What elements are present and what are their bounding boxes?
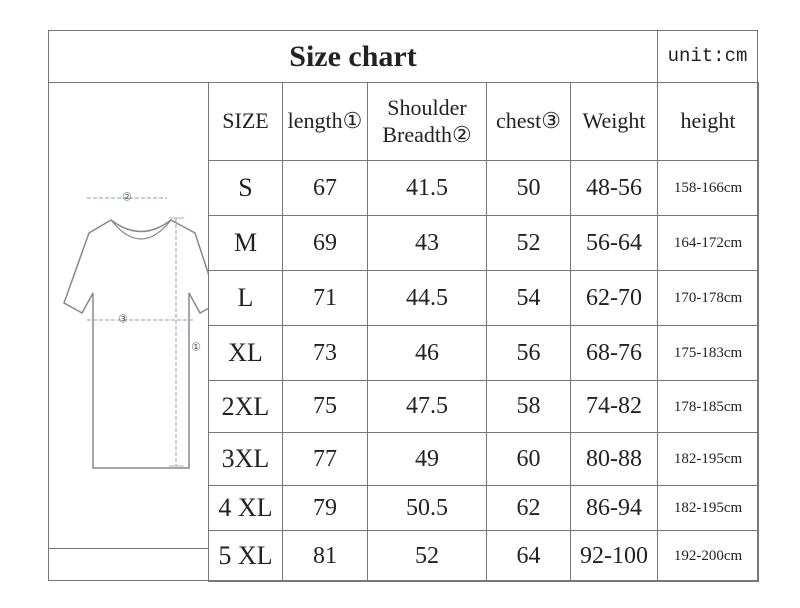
table-cell: 71 xyxy=(282,270,368,326)
table-cell: 79 xyxy=(282,485,368,531)
table-cell: 67 xyxy=(282,160,368,216)
table-cell: 52 xyxy=(367,530,487,582)
column-header: height xyxy=(657,82,759,161)
size-label: 4 XL xyxy=(208,485,283,531)
table-cell: 41.5 xyxy=(367,160,487,216)
table-cell: 81 xyxy=(282,530,368,582)
column-header: Shoulder Breadth② xyxy=(367,82,487,161)
size-label: S xyxy=(208,160,283,216)
table-cell: 77 xyxy=(282,432,368,486)
table-cell: 56 xyxy=(486,325,571,381)
table-cell: 48-56 xyxy=(570,160,658,216)
tshirt-diagram: ② ③ ① xyxy=(63,192,208,469)
table-cell: 46 xyxy=(367,325,487,381)
size-label: XL xyxy=(208,325,283,381)
table-cell: 60 xyxy=(486,432,571,486)
table-cell: 43 xyxy=(367,215,487,271)
table-cell: 50.5 xyxy=(367,485,487,531)
table-cell: 164-172cm xyxy=(657,215,759,271)
table-cell: 175-183cm xyxy=(657,325,759,381)
diagram-label: ① xyxy=(191,342,201,354)
table-cell: 58 xyxy=(486,380,571,433)
table-cell: 170-178cm xyxy=(657,270,759,326)
diagram-cell: ② ③ ① xyxy=(48,82,209,549)
table-cell: 62-70 xyxy=(570,270,658,326)
table-cell: 182-195cm xyxy=(657,485,759,531)
table-cell: 62 xyxy=(486,485,571,531)
size-label: 3XL xyxy=(208,432,283,486)
table-cell: 56-64 xyxy=(570,215,658,271)
table-cell: 86-94 xyxy=(570,485,658,531)
diagram-label: ③ xyxy=(118,314,128,326)
table-cell: 52 xyxy=(486,215,571,271)
table-cell: 158-166cm xyxy=(657,160,759,216)
column-header: length① xyxy=(282,82,368,161)
size-label: 2XL xyxy=(208,380,283,433)
table-cell: 75 xyxy=(282,380,368,433)
table-cell: 92-100 xyxy=(570,530,658,582)
unit: unit:cm xyxy=(657,30,758,83)
table-cell: 182-195cm xyxy=(657,432,759,486)
diagram-label: ② xyxy=(122,192,132,204)
column-header: Weight xyxy=(570,82,658,161)
table-cell: 54 xyxy=(486,270,571,326)
size-label: M xyxy=(208,215,283,271)
size-label: 5 XL xyxy=(208,530,283,582)
column-header: SIZE xyxy=(208,82,283,161)
column-header: chest③ xyxy=(486,82,571,161)
table-cell: 49 xyxy=(367,432,487,486)
table-cell: 80-88 xyxy=(570,432,658,486)
table-cell: 74-82 xyxy=(570,380,658,433)
table-cell: 69 xyxy=(282,215,368,271)
table-cell: 44.5 xyxy=(367,270,487,326)
table-cell: 178-185cm xyxy=(657,380,759,433)
table-cell: 50 xyxy=(486,160,571,216)
table-cell: 47.5 xyxy=(367,380,487,433)
table-cell: 192-200cm xyxy=(657,530,759,582)
table-cell: 64 xyxy=(486,530,571,582)
title: Size chart xyxy=(48,30,658,83)
table-cell: 68-76 xyxy=(570,325,658,381)
table-cell: 73 xyxy=(282,325,368,381)
size-label: L xyxy=(208,270,283,326)
